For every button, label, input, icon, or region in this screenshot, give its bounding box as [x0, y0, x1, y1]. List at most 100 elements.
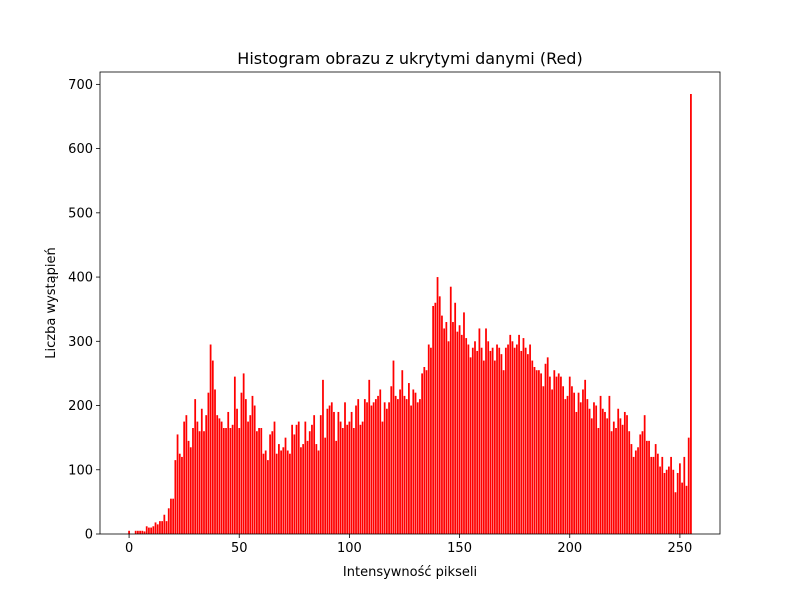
bar: [533, 366, 536, 534]
bar: [260, 428, 263, 534]
bar: [269, 434, 271, 534]
bar: [368, 379, 371, 534]
bar: [540, 373, 542, 534]
bar: [513, 347, 516, 534]
bar: [170, 498, 172, 534]
chart-title: Histogram obrazu z ukrytymi danymi (Red): [237, 49, 582, 68]
bar: [198, 431, 201, 534]
bar: [546, 357, 549, 534]
bar: [267, 460, 269, 534]
bar: [449, 286, 452, 534]
bar: [227, 411, 230, 534]
bar: [500, 354, 503, 534]
bar: [209, 344, 212, 534]
bar: [674, 492, 677, 534]
bar: [414, 392, 417, 534]
bar: [381, 421, 384, 534]
bar: [311, 424, 313, 534]
bar: [471, 347, 474, 534]
bar: [535, 370, 538, 534]
bar: [560, 376, 562, 534]
bar: [566, 395, 569, 534]
bar: [604, 411, 606, 534]
bar: [577, 392, 580, 534]
bar: [467, 344, 470, 534]
bar: [608, 395, 611, 534]
bar: [434, 302, 437, 534]
bar: [571, 386, 573, 534]
bar: [425, 370, 428, 534]
bar: [289, 453, 291, 534]
bar: [390, 386, 393, 534]
bar: [181, 456, 183, 534]
bar: [302, 444, 305, 534]
bar: [308, 431, 311, 534]
bar: [366, 402, 368, 534]
bar: [593, 402, 595, 534]
bar: [683, 456, 686, 534]
bar: [590, 418, 593, 534]
bar: [306, 440, 309, 534]
bar: [436, 277, 439, 534]
bar: [247, 421, 249, 534]
bar: [652, 456, 655, 534]
bar: [562, 386, 565, 534]
bar: [355, 405, 357, 534]
bar: [430, 347, 432, 534]
bar: [628, 431, 631, 534]
bar: [670, 456, 672, 534]
bar: [159, 521, 161, 534]
bar: [282, 447, 285, 534]
bar: [172, 498, 175, 534]
bar: [672, 469, 675, 534]
bar: [542, 386, 545, 534]
bar: [595, 405, 598, 534]
bar: [335, 440, 338, 534]
bar: [128, 530, 130, 534]
bar: [229, 428, 232, 534]
bar: [522, 338, 525, 534]
bar: [410, 405, 412, 534]
bar: [322, 379, 324, 534]
bar: [401, 370, 404, 534]
bar: [648, 440, 650, 534]
bar: [403, 395, 406, 534]
bar: [498, 347, 501, 534]
bar: [383, 402, 386, 534]
bar: [665, 469, 668, 534]
bar: [557, 373, 560, 534]
bar: [685, 485, 688, 534]
bar: [275, 453, 278, 534]
bar: [586, 399, 589, 534]
bar: [443, 328, 446, 534]
x-tick-label: 50: [231, 541, 248, 556]
bar: [359, 424, 362, 534]
bar: [141, 530, 144, 534]
bar: [385, 408, 388, 534]
bar: [394, 395, 397, 534]
bar: [361, 421, 364, 534]
bar: [300, 447, 302, 534]
axes-frame: [99, 71, 721, 535]
bar: [441, 315, 443, 534]
bar: [460, 334, 463, 534]
bar: [225, 428, 227, 534]
bar: [623, 411, 626, 534]
bar: [374, 399, 377, 534]
bar: [264, 450, 267, 534]
bar: [529, 344, 531, 534]
bar: [637, 447, 639, 534]
bar: [612, 421, 615, 534]
bar: [207, 392, 210, 534]
bar: [619, 418, 622, 534]
bar: [174, 460, 177, 534]
bar: [465, 338, 468, 534]
bar: [214, 389, 216, 534]
bar: [432, 305, 435, 534]
bar: [143, 531, 146, 534]
bar: [668, 466, 670, 534]
bar: [295, 424, 298, 534]
bar: [397, 399, 399, 534]
bar: [251, 395, 254, 534]
